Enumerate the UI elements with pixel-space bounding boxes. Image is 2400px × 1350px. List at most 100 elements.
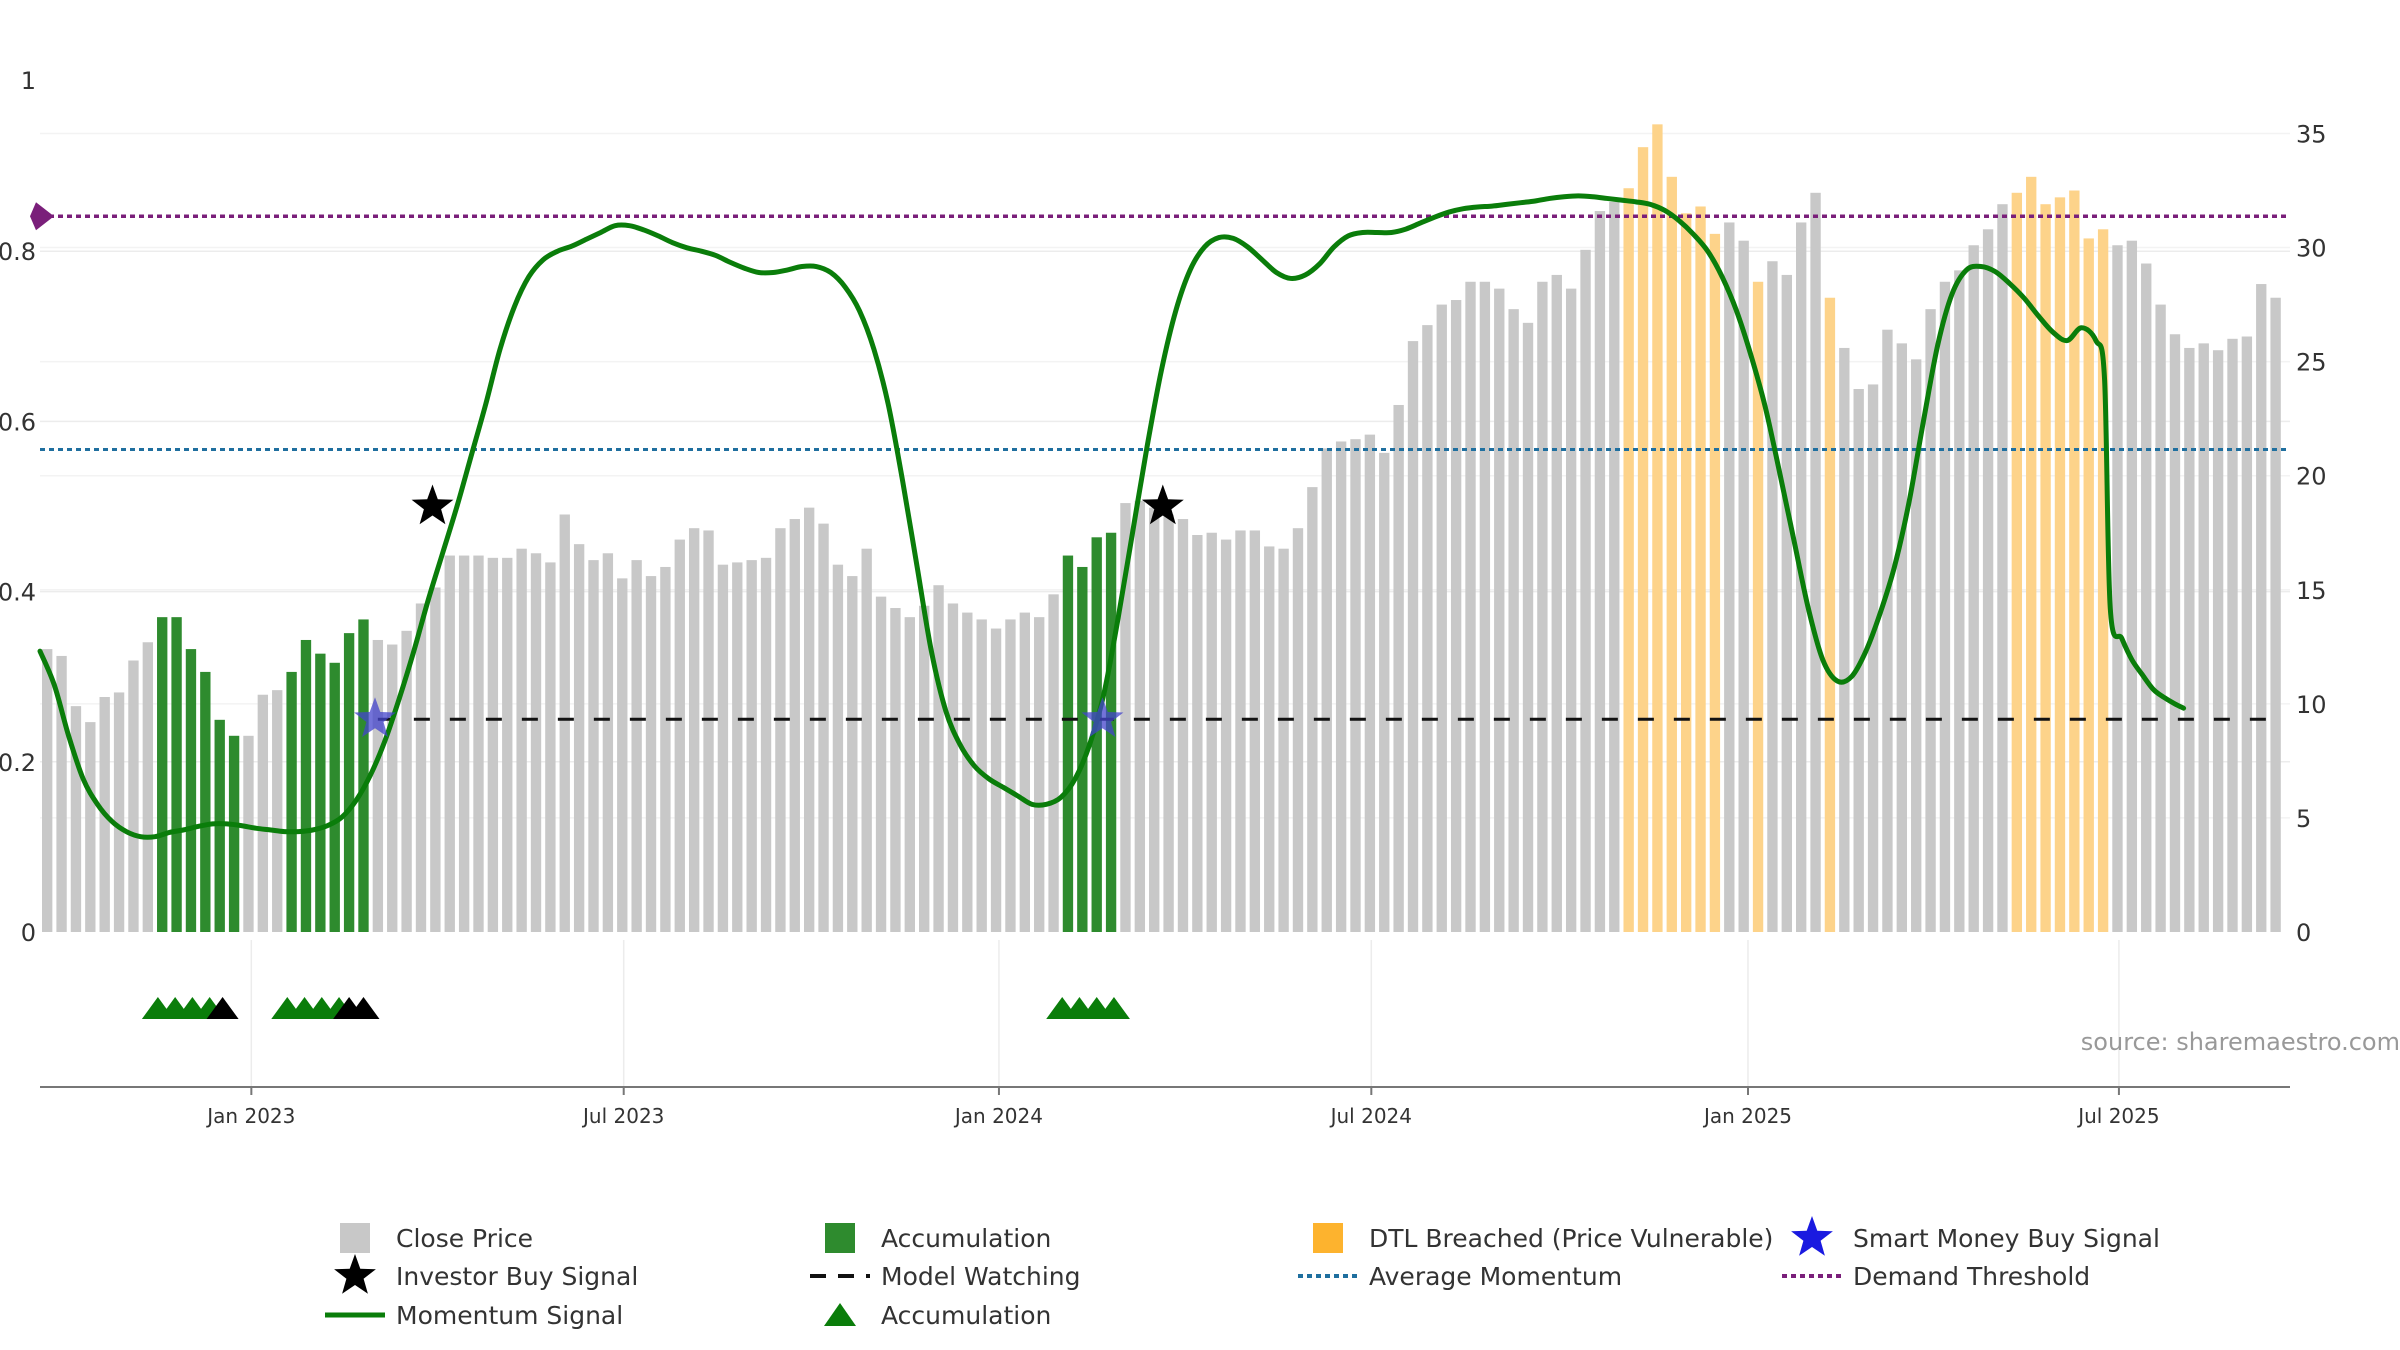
x-axis-tick: Jan 2024 xyxy=(953,1104,1043,1128)
close-price-bar xyxy=(1767,261,1778,932)
close-price-bar xyxy=(1350,439,1361,932)
reference-lines xyxy=(30,202,2290,721)
close-price-bar xyxy=(775,528,786,932)
close-price-bar xyxy=(962,612,973,932)
close-price-bar xyxy=(717,564,729,932)
close-price-bar xyxy=(1292,528,1304,932)
close-price-bar xyxy=(1019,612,1030,932)
close-price-bar xyxy=(1264,546,1275,932)
dtl-breached-bar xyxy=(1652,124,1663,933)
close-price-bar xyxy=(1479,281,1491,933)
close-price-bar xyxy=(1005,619,1016,932)
close-price-bar xyxy=(688,528,700,932)
legend-item: Momentum Signal xyxy=(325,1301,623,1330)
dtl-breached-bar xyxy=(2069,190,2080,932)
legend-label: Accumulation xyxy=(881,1224,1051,1253)
close-price-bar xyxy=(559,514,570,932)
accumulation-bar xyxy=(358,619,369,932)
close-price-bar xyxy=(933,585,944,932)
close-price-bar xyxy=(458,555,470,932)
close-price-bar xyxy=(1177,519,1189,932)
close-price-bar xyxy=(1925,309,1936,932)
close-price-bar xyxy=(1321,448,1332,932)
legend-label: Smart Money Buy Signal xyxy=(1853,1224,2160,1253)
close-price-bar xyxy=(142,642,154,932)
accumulation-bar xyxy=(171,617,182,932)
close-price-bar xyxy=(660,566,671,932)
close-price-bar xyxy=(42,649,53,932)
x-axis-tick: Jul 2023 xyxy=(581,1104,664,1128)
close-price-bar xyxy=(1537,281,1548,933)
close-price-bar xyxy=(2241,336,2253,932)
x-axis-tick: Jan 2023 xyxy=(205,1104,295,1128)
right-axis-tick: 10 xyxy=(2296,691,2327,719)
close-price-bar xyxy=(746,560,757,932)
close-price-bar xyxy=(2141,263,2152,932)
left-axis-tick: 0 xyxy=(21,919,36,947)
close-price-bar xyxy=(573,544,585,932)
accumulation-bar xyxy=(1091,537,1102,932)
close-price-bar xyxy=(803,507,815,932)
momentum-signal-line xyxy=(37,193,2187,840)
close-price-bar xyxy=(487,557,499,932)
investor-buy-star xyxy=(411,484,454,525)
close-price-bar xyxy=(113,692,125,932)
legend-swatch-accumulation xyxy=(825,1223,855,1253)
close-price-bar xyxy=(919,605,930,932)
left-axis-tick: 0.6 xyxy=(0,408,36,436)
investor-triangle xyxy=(206,997,239,1019)
close-price-bar xyxy=(617,578,628,932)
dtl-breached-bar xyxy=(2011,192,2023,932)
x-axis-tick: Jul 2024 xyxy=(1329,1104,1412,1128)
close-price-bar xyxy=(1565,288,1577,933)
close-price-bar xyxy=(473,555,484,932)
close-price-bar xyxy=(2256,284,2267,933)
right-axis-tick: 20 xyxy=(2296,463,2327,491)
close-price-bar xyxy=(2155,304,2166,932)
close-price-bar xyxy=(1551,274,1562,932)
close-price-bar xyxy=(56,655,67,932)
signal-markers xyxy=(354,484,1184,737)
close-price-bar xyxy=(1364,434,1376,932)
close-price-bar xyxy=(703,530,714,932)
close-price-bar xyxy=(1911,359,1922,933)
close-price-bar xyxy=(1853,389,1864,932)
close-price-bar xyxy=(1335,441,1347,932)
lower-panel xyxy=(141,997,1130,1019)
close-price-bar xyxy=(1450,300,1462,932)
close-price-bar xyxy=(602,553,614,932)
close-price-bar xyxy=(444,555,455,932)
accumulation-bar xyxy=(185,649,197,932)
legend-star-black-icon xyxy=(334,1254,376,1294)
close-price-bar xyxy=(847,576,858,932)
close-price-bar xyxy=(990,628,1002,932)
accumulation-bar xyxy=(200,671,211,932)
accumulation-bar xyxy=(300,639,312,932)
legend-label: Momentum Signal xyxy=(396,1301,623,1330)
close-price-bar xyxy=(530,553,542,932)
close-price-bar xyxy=(502,557,513,932)
right-axis-tick: 15 xyxy=(2296,577,2327,605)
close-price-bar xyxy=(1810,192,1821,932)
dtl-breached-bar xyxy=(1623,188,1634,932)
legend-item: Smart Money Buy Signal xyxy=(1791,1216,2160,1256)
left-axis-tick: 1 xyxy=(21,67,36,95)
close-price-bar xyxy=(1882,329,1893,932)
close-price-bar xyxy=(2126,240,2138,933)
close-price-bar xyxy=(1867,384,1879,932)
legend-label: DTL Breached (Price Vulnerable) xyxy=(1369,1224,1773,1253)
close-price-bar xyxy=(1954,270,1965,932)
close-price-bar xyxy=(2270,297,2281,932)
legend-triangle-icon xyxy=(824,1303,856,1326)
right-axis-tick: 25 xyxy=(2296,349,2327,377)
left-axis-tick: 0.2 xyxy=(0,749,36,777)
close-price-bar xyxy=(1134,500,1146,932)
close-price-bar xyxy=(1220,539,1232,932)
close-price-bar xyxy=(2112,245,2123,933)
legend-label: Accumulation xyxy=(881,1301,1051,1330)
close-price-bar xyxy=(243,735,254,932)
close-price-bar xyxy=(904,617,915,932)
close-price-bar xyxy=(1235,530,1246,932)
close-price-bar xyxy=(1580,249,1591,932)
close-price-bar xyxy=(85,722,96,932)
